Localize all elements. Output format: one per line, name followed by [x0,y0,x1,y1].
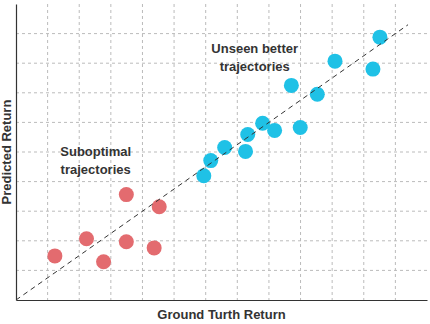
point [196,168,211,183]
point [152,199,167,214]
grid-line [16,33,427,34]
x-axis-title: Ground Turth Return [157,307,285,322]
point [96,254,111,269]
reference-line [16,25,408,300]
x-axis [17,300,428,302]
point [293,120,308,135]
y-axis [16,5,18,301]
point [79,231,94,246]
grid-line [205,4,206,300]
axis-line [17,300,428,301]
point [327,54,342,69]
point [310,87,325,102]
point [267,123,282,138]
axis-line [16,5,17,301]
point [284,78,299,93]
grid-line [16,122,427,123]
point [203,153,218,168]
marks [16,25,408,300]
grid-line [16,240,427,241]
annotation: Suboptimal [60,144,131,159]
annotation: Unseen better [211,41,298,56]
point [119,187,134,202]
annotation: trajectories [61,162,131,177]
grid-line [16,92,427,93]
grid-line [16,211,427,212]
point [365,62,380,77]
point [240,127,255,142]
grid-line [332,4,333,300]
point [372,30,387,45]
point [47,248,62,263]
grid [16,4,427,300]
point [147,240,162,255]
chart: Suboptimal trajectories Unseen better traje… [0,0,430,324]
grid-line [16,270,427,271]
plot: Suboptimal trajectories Unseen better traje… [16,4,428,301]
point [119,234,134,249]
annotation: trajectories [220,59,290,74]
grid-line [16,181,427,182]
point [238,144,253,159]
y-axis-title: Predicted Return [0,100,14,205]
point [217,140,232,155]
